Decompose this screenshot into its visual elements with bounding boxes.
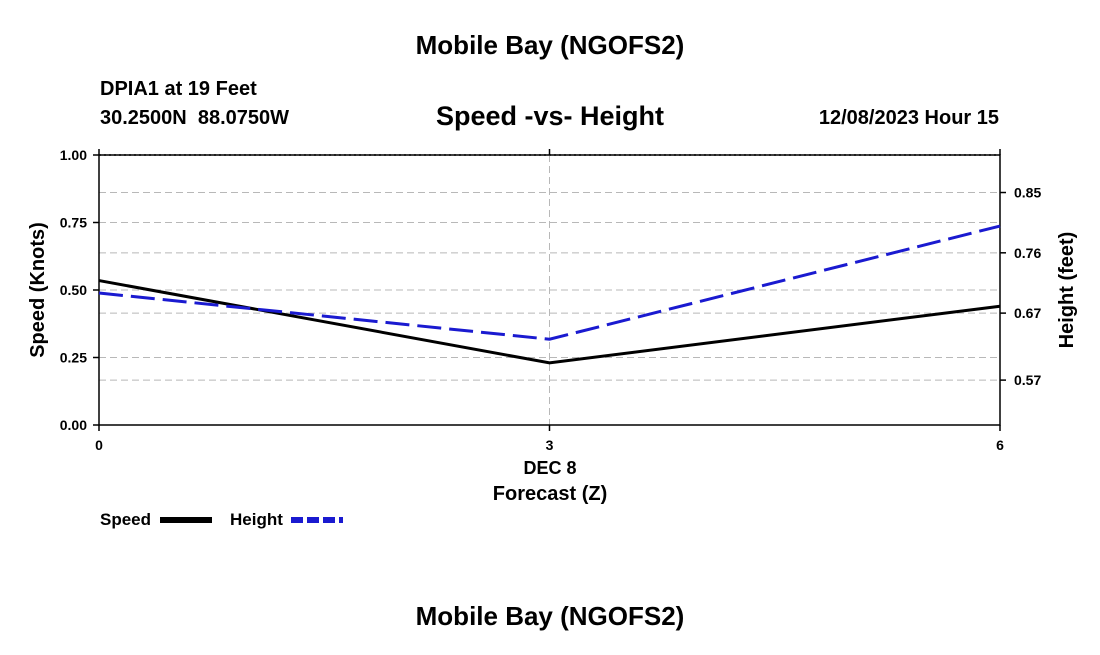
y-tick-label: 0.50 xyxy=(60,282,87,298)
y2-tick-label: 0.76 xyxy=(1014,245,1041,261)
series-lines xyxy=(98,224,1001,365)
legend-height-label: Height xyxy=(230,510,283,529)
page-title: Mobile Bay (NGOFS2) xyxy=(416,30,685,60)
y-tick-label: 0.00 xyxy=(60,417,87,433)
y2-tick-label: 0.67 xyxy=(1014,305,1041,321)
y2-tick-label: 0.57 xyxy=(1014,372,1041,388)
y-tick-label: 1.00 xyxy=(60,147,87,163)
x-tick-label: 6 xyxy=(996,437,1004,453)
y-tick-label: 0.25 xyxy=(60,350,87,366)
legend-speed-label: Speed xyxy=(100,510,151,529)
y-axis-label: Speed (Knots) xyxy=(27,222,49,358)
axis-ticks: 0.00 0.25 0.50 0.75 1.00 0.57 0.67 0.76 0.85 0 3 6 xyxy=(60,147,1042,453)
x-tick-label: 0 xyxy=(95,437,103,453)
grid-lines xyxy=(99,154,1000,425)
footer-title: Mobile Bay (NGOFS2) xyxy=(416,601,685,631)
series-line-height xyxy=(98,224,1001,341)
y-tick-label: 0.75 xyxy=(60,215,87,231)
chart-title: Speed -vs- Height xyxy=(436,101,664,131)
x-axis-label: Forecast (Z) xyxy=(493,483,607,505)
y2-axis-label: Height (feet) xyxy=(1056,232,1078,349)
x-date-label: DEC 8 xyxy=(523,458,576,478)
legend: Speed Height xyxy=(100,510,343,529)
x-tick-label: 3 xyxy=(546,437,554,453)
datetime-label: 12/08/2023 Hour 15 xyxy=(819,107,999,129)
station-label: DPIA1 at 19 Feet xyxy=(100,78,257,100)
coordinates-label: 30.2500N 88.0750W xyxy=(100,107,289,129)
y2-tick-label: 0.85 xyxy=(1014,185,1041,201)
